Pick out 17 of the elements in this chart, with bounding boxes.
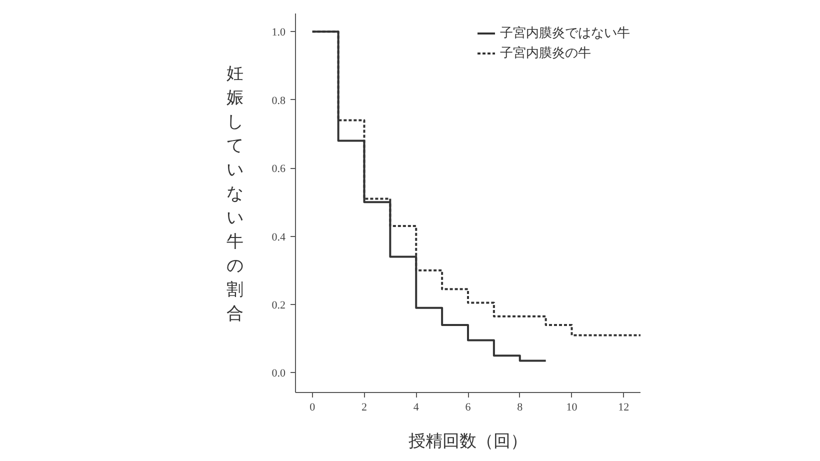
legend-label: 子宮内膜炎の牛	[500, 45, 591, 62]
x-axis-title: 授精回数（回）	[408, 432, 528, 452]
x-tick-label: 10	[566, 402, 578, 414]
y-tick-label: 0.6	[272, 163, 286, 176]
x-tick-label: 12	[618, 402, 630, 414]
x-tick-label: 6	[465, 402, 472, 414]
y-tick-label: 0.8	[272, 94, 286, 107]
x-tick-label: 8	[517, 402, 524, 414]
y-tick-label: 0.0	[272, 368, 286, 380]
x-tick-label: 0	[310, 402, 316, 414]
legend-label: 子宮内膜炎ではない牛	[500, 25, 630, 42]
x-tick-label: 4	[413, 402, 420, 414]
y-tick-label: 1.0	[272, 26, 286, 39]
y-tick-label: 0.4	[272, 231, 286, 244]
y-tick-label: 0.2	[272, 299, 286, 312]
x-tick-label: 2	[361, 402, 367, 414]
text: 妊娠していない牛の割合	[226, 64, 244, 324]
